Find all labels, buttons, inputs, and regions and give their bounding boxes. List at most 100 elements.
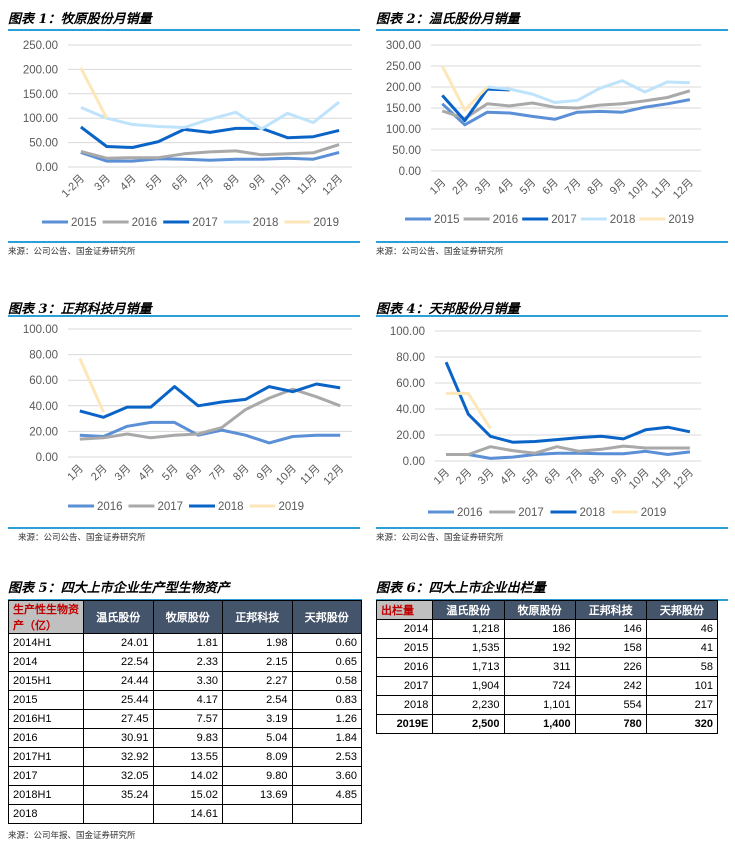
- table-cell: 14.02: [152, 766, 223, 786]
- table-cell: 311: [503, 657, 576, 677]
- row-label: 2016: [375, 657, 434, 677]
- series-line-2017: [446, 444, 690, 456]
- table-row: 2014 22.54 2.33 2.15 0.65: [8, 652, 362, 672]
- table-cell: 2.15: [222, 652, 293, 672]
- series-line-2019: [78, 357, 105, 413]
- table-cell: [291, 804, 362, 824]
- row-label: 2018H1: [8, 785, 84, 805]
- x-tick-label: 4月: [495, 177, 516, 198]
- x-tick-label: 2月: [450, 177, 471, 198]
- y-tick-label: 150.00: [23, 89, 58, 101]
- legend-label: 2018: [253, 217, 279, 229]
- table-cell: 217: [645, 695, 719, 715]
- table-row: 2017H1 32.92 13.55 8.09 2.53: [8, 747, 362, 767]
- column-header: 温氏股份: [432, 600, 505, 620]
- x-tick-label: 6月: [170, 173, 191, 194]
- row-label: 2018: [375, 695, 434, 715]
- legend-label: 2018: [610, 214, 636, 226]
- series-line-2019: [440, 65, 489, 112]
- table-cell: 158: [574, 638, 647, 658]
- table-row: 2017 1,904 724 242 101: [375, 676, 719, 696]
- row-label: 2016: [8, 728, 84, 748]
- x-tick-label: 1月: [65, 463, 86, 484]
- table-cell: 2,500: [432, 714, 505, 734]
- table-cell: 242: [574, 676, 647, 696]
- divider: [376, 527, 728, 529]
- x-tick-label: 3月: [113, 463, 134, 484]
- table-cell: 2.54: [222, 690, 293, 710]
- table-cell: 13.69: [222, 785, 293, 805]
- table-cell: 1,400: [503, 714, 576, 734]
- table-row: 2016 30.91 9.83 5.04 1.84: [8, 728, 362, 748]
- y-tick-label: 250.00: [23, 40, 58, 52]
- table-row: 2017 32.05 14.02 9.80 3.60: [8, 766, 362, 786]
- x-tick-label: 11月: [649, 177, 673, 201]
- divider: [376, 315, 728, 317]
- table-cell: 1,713: [432, 657, 505, 677]
- x-tick-label: 8月: [221, 173, 242, 194]
- series-line-2016: [80, 143, 340, 160]
- table-cell: 780: [574, 714, 647, 734]
- x-tick-label: 6月: [542, 467, 563, 488]
- row-label: 2014H1: [8, 633, 84, 653]
- series-line-2018: [79, 382, 341, 419]
- series-line-2015: [441, 98, 691, 127]
- series-line-2015: [80, 150, 340, 163]
- table-cell: 226: [574, 657, 647, 677]
- table-cell: 4.85: [291, 785, 362, 805]
- table-cell: 3.30: [152, 671, 223, 691]
- chart-panel-1: 图表 1：牧原股份月销量 0.00 50.00 100.00 150.00 200.00…: [0, 0, 368, 260]
- x-tick-label: 5月: [518, 177, 539, 198]
- column-header: 正邦科技: [574, 600, 647, 620]
- x-tick-label: 5月: [144, 173, 165, 194]
- table-cell: 24.01: [83, 633, 154, 653]
- column-header: 牧原股份: [503, 600, 576, 620]
- series-line-2019: [446, 391, 492, 430]
- divider: [376, 29, 728, 31]
- chart-panel-2: 图表 2：温氏股份月销量 0.00 50.00 100.00 150.00 200.00…: [368, 0, 735, 260]
- row-label: 2015H1: [8, 671, 84, 691]
- x-tick-label: 10月: [274, 463, 299, 488]
- line-chart: 0.00 50.00 100.00 150.00 200.00 250.00 300.00 1…: [386, 40, 701, 226]
- x-tick-label: 10月: [627, 467, 652, 492]
- table-cell: 186: [503, 619, 576, 639]
- y-tick-label: 100.00: [23, 113, 58, 125]
- x-tick-label: 6月: [540, 177, 561, 198]
- line-chart: 0.00 50.00 100.00 150.00 200.00 250.00 1-2月 3月 4…: [23, 40, 352, 229]
- table-cell: 1.26: [291, 709, 362, 729]
- table-cell: 35.24: [83, 785, 154, 805]
- series-line-2018: [487, 79, 690, 104]
- column-header: 天邦股份: [291, 600, 362, 634]
- chart-panel-4: 图表 4：天邦股份月销量 0.00 20.00 40.00 60.00 80.00 100…: [368, 290, 735, 545]
- x-tick-label: 9月: [608, 177, 629, 198]
- x-tick-label: 4月: [118, 173, 139, 194]
- table-cell: 320: [645, 714, 719, 734]
- y-tick-label: 60.00: [29, 375, 58, 387]
- x-tick-label: 2月: [89, 463, 110, 484]
- table-cell: 9.80: [222, 766, 293, 786]
- y-tick-label: 0.00: [36, 162, 58, 174]
- table-cell: 22.54: [83, 652, 154, 672]
- x-tick-label: 7月: [565, 467, 586, 488]
- source-note: 来源：公司年报、国金证券研究所: [8, 831, 136, 841]
- table-cell: 8.09: [222, 747, 293, 767]
- source-note: 来源：公司公告、国金证券研究所: [376, 247, 504, 257]
- table-row: 2015 25.44 4.17 2.54 0.83: [8, 690, 362, 710]
- legend-label: 2015: [71, 217, 97, 229]
- legend-label: 2019: [668, 214, 694, 226]
- y-tick-label: 200.00: [23, 64, 58, 76]
- legend-label: 2019: [641, 507, 667, 519]
- table-cell: 1.81: [152, 633, 223, 653]
- y-tick-label: 100.00: [23, 324, 58, 336]
- legend-label: 2016: [493, 214, 519, 226]
- y-tick-label: 100.00: [386, 124, 421, 136]
- x-tick-label: 1-2月: [60, 173, 88, 201]
- y-tick-label: 100.00: [390, 326, 425, 338]
- divider: [8, 599, 362, 601]
- chart-panel-3: 图表 3：正邦科技月销量 0.00 20.00 40.00 60.00 80.00 100…: [0, 290, 368, 545]
- table-row: 2015 1,535 192 158 41: [375, 638, 719, 658]
- x-tick-label: 8月: [231, 463, 252, 484]
- row-label: 2015: [8, 690, 84, 710]
- series-line-2017: [79, 125, 340, 149]
- x-tick-label: 5月: [520, 467, 541, 488]
